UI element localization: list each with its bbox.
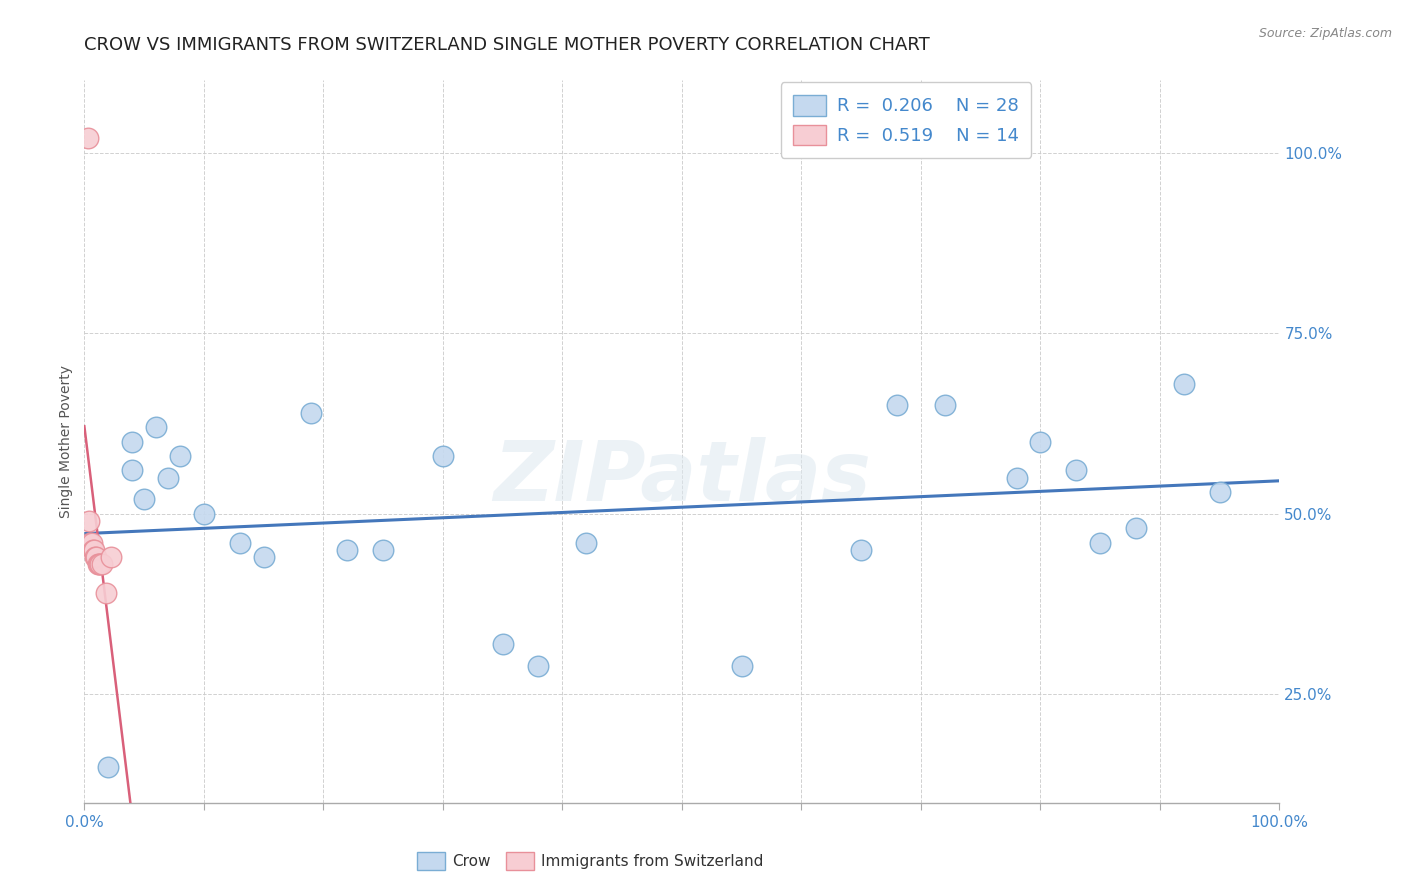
Point: [1209, 485, 1232, 500]
Point: [84, 550, 107, 565]
Point: [94, 586, 117, 600]
Point: [82, 542, 104, 557]
Point: [132, 492, 156, 507]
Point: [121, 434, 143, 449]
Point: [1125, 521, 1147, 535]
Point: [253, 550, 276, 565]
Point: [1173, 376, 1195, 391]
Point: [100, 550, 122, 565]
Point: [731, 658, 754, 673]
Point: [373, 542, 395, 557]
Point: [492, 637, 515, 651]
Text: Source: ZipAtlas.com: Source: ZipAtlas.com: [1258, 27, 1392, 40]
Point: [1066, 463, 1088, 477]
Point: [934, 398, 956, 412]
Point: [86, 550, 108, 565]
Point: [89, 558, 111, 572]
Point: [1005, 470, 1028, 484]
Point: [86, 558, 108, 572]
Point: [157, 470, 180, 484]
Point: [80, 535, 103, 549]
Point: [1029, 434, 1052, 449]
Point: [87, 558, 110, 572]
Point: [83, 542, 105, 557]
Legend: R =  0.206    N = 28, R =  0.519    N = 14: R = 0.206 N = 28, R = 0.519 N = 14: [780, 82, 1032, 158]
Point: [91, 558, 114, 572]
Point: [336, 542, 359, 557]
Text: ZIPatlas: ZIPatlas: [494, 437, 870, 518]
Y-axis label: Single Mother Poverty: Single Mother Poverty: [59, 365, 73, 518]
Point: [1090, 535, 1112, 549]
Point: [145, 420, 167, 434]
Point: [77, 131, 100, 145]
Point: [527, 658, 550, 673]
Point: [886, 398, 908, 412]
Point: [121, 463, 143, 477]
Point: [229, 535, 252, 549]
Point: [169, 449, 191, 463]
Point: [77, 514, 100, 528]
Point: [193, 507, 215, 521]
Point: [79, 535, 101, 549]
Point: [851, 542, 873, 557]
Point: [575, 535, 598, 549]
Text: CROW VS IMMIGRANTS FROM SWITZERLAND SINGLE MOTHER POVERTY CORRELATION CHART: CROW VS IMMIGRANTS FROM SWITZERLAND SING…: [84, 36, 931, 54]
Point: [97, 760, 120, 774]
Point: [301, 406, 323, 420]
Legend: Crow, Immigrants from Switzerland: Crow, Immigrants from Switzerland: [409, 845, 772, 877]
Point: [432, 449, 454, 463]
